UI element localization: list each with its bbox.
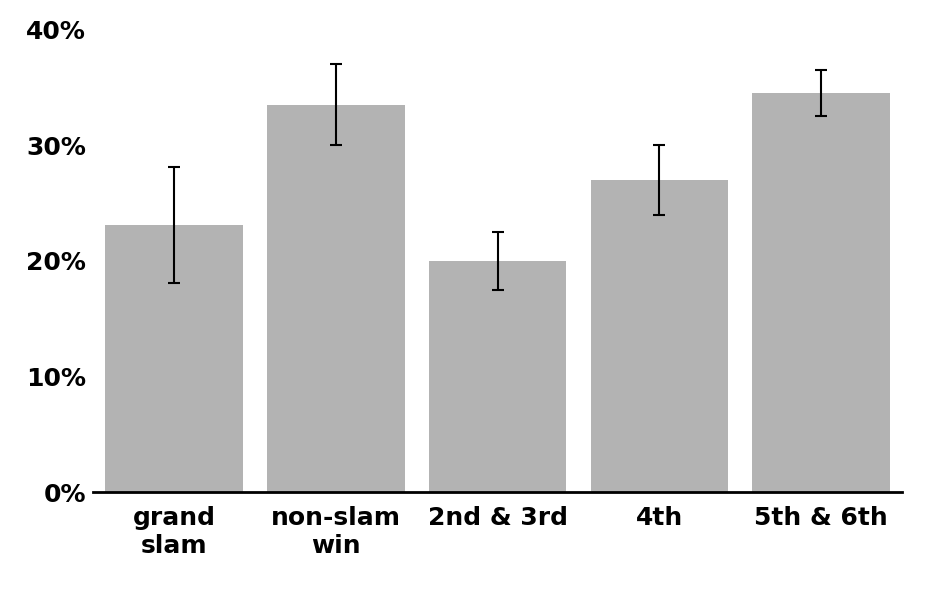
Bar xyxy=(591,180,728,492)
Bar xyxy=(752,93,890,492)
Bar xyxy=(105,225,243,492)
Bar xyxy=(267,105,405,492)
Bar xyxy=(429,261,566,492)
